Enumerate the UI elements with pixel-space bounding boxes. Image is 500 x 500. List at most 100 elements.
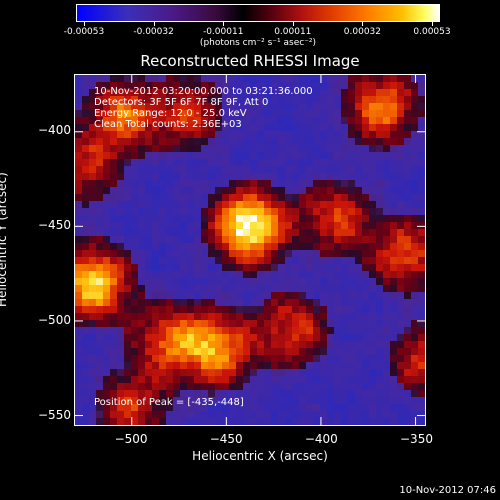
heatmap-cell bbox=[250, 383, 258, 391]
heatmap-cell bbox=[229, 229, 237, 237]
heatmap-cell bbox=[334, 257, 342, 265]
heatmap-cell bbox=[369, 166, 377, 174]
heatmap-cell bbox=[166, 243, 174, 251]
heatmap-cell bbox=[103, 313, 111, 321]
heatmap-cell bbox=[383, 327, 391, 335]
heatmap-cell bbox=[257, 243, 265, 251]
heatmap-cell bbox=[334, 138, 342, 146]
heatmap-cell bbox=[96, 348, 104, 356]
heatmap-cell bbox=[355, 383, 363, 391]
heatmap-cell bbox=[320, 75, 328, 83]
heatmap-cell bbox=[334, 320, 342, 328]
heatmap-cell bbox=[404, 285, 412, 293]
heatmap-cell bbox=[229, 341, 237, 349]
heatmap-cell bbox=[355, 313, 363, 321]
heatmap-cell bbox=[110, 208, 118, 216]
heatmap-cell bbox=[369, 194, 377, 202]
heatmap-cell bbox=[348, 257, 356, 265]
heatmap-cell bbox=[313, 82, 321, 90]
x-tick-label: −500 bbox=[114, 432, 148, 446]
heatmap-cell bbox=[404, 264, 412, 272]
heatmap-cell bbox=[103, 138, 111, 146]
heatmap-cell bbox=[124, 201, 132, 209]
heatmap-cell bbox=[383, 383, 391, 391]
heatmap-cell bbox=[271, 404, 279, 412]
heatmap-cell bbox=[166, 348, 174, 356]
heatmap-cell bbox=[292, 201, 300, 209]
heatmap-cell bbox=[348, 173, 356, 181]
heatmap-cell bbox=[355, 257, 363, 265]
heatmap-cell bbox=[124, 285, 132, 293]
heatmap-cell bbox=[390, 327, 398, 335]
heatmap-cell bbox=[292, 117, 300, 125]
heatmap-cell bbox=[369, 110, 377, 118]
heatmap-cell bbox=[369, 208, 377, 216]
heatmap-cell bbox=[222, 201, 230, 209]
heatmap-cell bbox=[131, 96, 139, 104]
heatmap-cell bbox=[103, 124, 111, 132]
heatmap-cell bbox=[292, 376, 300, 384]
heatmap-cell bbox=[271, 334, 279, 342]
heatmap-cell bbox=[145, 103, 153, 111]
heatmap-cell bbox=[348, 390, 356, 398]
heatmap-cell bbox=[110, 376, 118, 384]
heatmap-cell bbox=[117, 201, 125, 209]
heatmap-cell bbox=[82, 201, 90, 209]
heatmap-cell bbox=[257, 397, 265, 405]
heatmap-cell bbox=[201, 159, 209, 167]
heatmap-cell bbox=[75, 173, 83, 181]
heatmap-cell bbox=[75, 180, 83, 188]
heatmap-cell bbox=[89, 89, 97, 97]
heatmap-cell bbox=[75, 327, 83, 335]
heatmap-cell bbox=[362, 152, 370, 160]
heatmap-cell bbox=[411, 215, 419, 223]
heatmap-cell bbox=[397, 201, 405, 209]
heatmap-cell bbox=[383, 397, 391, 405]
heatmap-cell bbox=[355, 89, 363, 97]
heatmap-cell bbox=[390, 152, 398, 160]
heatmap-cell bbox=[166, 278, 174, 286]
heatmap-cell bbox=[418, 96, 425, 104]
heatmap-cell bbox=[390, 278, 398, 286]
heatmap-cell bbox=[201, 369, 209, 377]
heatmap-cell bbox=[257, 75, 265, 83]
heatmap-cell bbox=[369, 229, 377, 237]
heatmap-cell bbox=[292, 215, 300, 223]
heatmap-cell bbox=[124, 208, 132, 216]
heatmap-cell bbox=[418, 145, 425, 153]
heatmap-cell bbox=[369, 341, 377, 349]
heatmap-cell bbox=[215, 411, 223, 419]
heatmap-cell bbox=[313, 194, 321, 202]
heatmap-cell bbox=[285, 341, 293, 349]
heatmap-cell bbox=[271, 271, 279, 279]
heatmap-cell bbox=[159, 75, 167, 83]
heatmap-cell bbox=[131, 138, 139, 146]
heatmap-cell bbox=[404, 313, 412, 321]
heatmap-cell bbox=[292, 187, 300, 195]
heatmap-cell bbox=[327, 138, 335, 146]
heatmap-cell bbox=[285, 271, 293, 279]
heatmap-cell bbox=[397, 173, 405, 181]
heatmap-cell bbox=[404, 306, 412, 314]
heatmap-cell bbox=[334, 264, 342, 272]
heatmap-cell bbox=[138, 411, 146, 419]
heatmap-cell bbox=[292, 194, 300, 202]
heatmap-cell bbox=[411, 285, 419, 293]
heatmap-cell bbox=[243, 257, 251, 265]
heatmap-cell bbox=[292, 145, 300, 153]
heatmap-cell bbox=[390, 418, 398, 425]
heatmap-cell bbox=[124, 376, 132, 384]
heatmap-cell bbox=[278, 96, 286, 104]
heatmap-cell bbox=[131, 411, 139, 419]
heatmap-cell bbox=[215, 131, 223, 139]
heatmap-cell bbox=[138, 96, 146, 104]
heatmap-cell bbox=[103, 75, 111, 83]
heatmap-cell bbox=[152, 271, 160, 279]
heatmap-cell bbox=[376, 257, 384, 265]
heatmap-cell bbox=[264, 89, 272, 97]
heatmap-cell bbox=[306, 285, 314, 293]
heatmap-cell bbox=[334, 348, 342, 356]
heatmap-cell bbox=[103, 166, 111, 174]
heatmap-cell bbox=[383, 194, 391, 202]
heatmap-cell bbox=[180, 152, 188, 160]
